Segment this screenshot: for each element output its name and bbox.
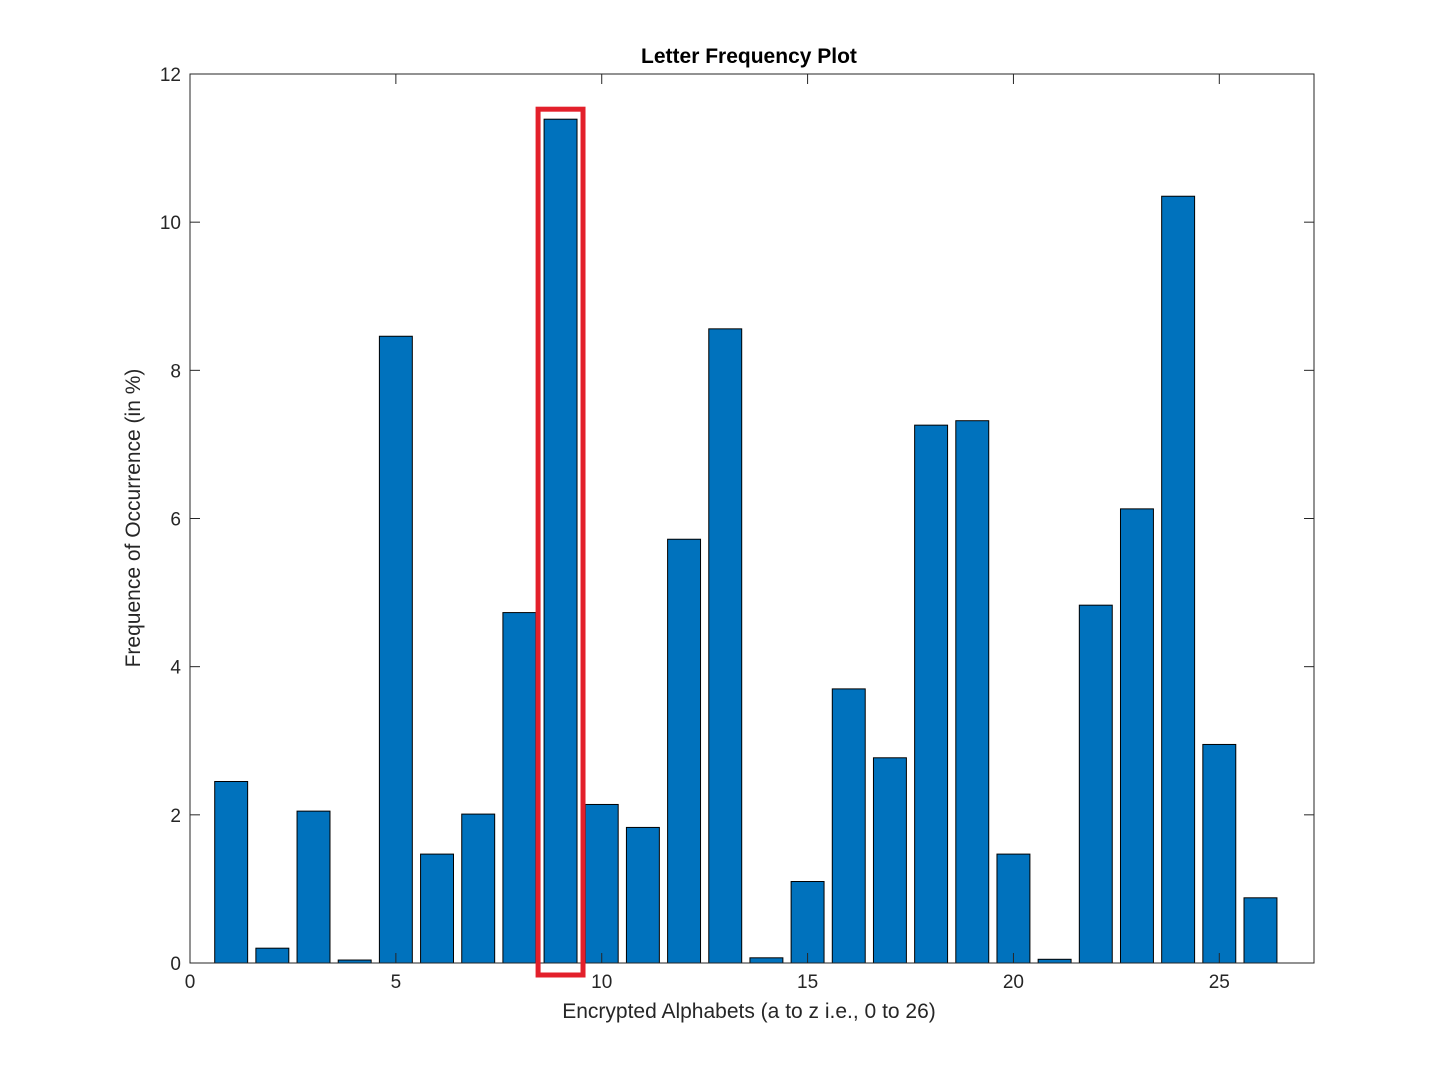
- bar-12: [667, 538, 702, 964]
- bar-22: [1078, 604, 1113, 964]
- x-tick-label-0: 0: [185, 972, 196, 993]
- y-tick-label-8: 8: [170, 361, 181, 382]
- bar-10: [584, 803, 619, 964]
- y-tick-label-4: 4: [170, 658, 181, 679]
- bar-24: [1161, 195, 1196, 964]
- bar-8: [502, 612, 537, 964]
- bar-1: [214, 780, 249, 964]
- y-tick-label-2: 2: [170, 806, 181, 827]
- bar-6: [420, 853, 455, 964]
- y-tick-label-0: 0: [170, 954, 181, 975]
- highlight-box: [535, 106, 586, 978]
- bar-25: [1202, 743, 1237, 964]
- bar-16: [831, 688, 866, 964]
- bar-23: [1119, 508, 1154, 964]
- bar-7: [461, 813, 496, 964]
- x-tick-label-20: 20: [1003, 972, 1024, 993]
- y-tick-label-6: 6: [170, 510, 181, 531]
- x-tick-label-25: 25: [1209, 972, 1230, 993]
- ticks-layer: 0 5 10 15 20 25 0 2 4 6 8 10 12: [160, 65, 1314, 993]
- bar-18: [914, 424, 949, 964]
- y-tick-label-10: 10: [160, 213, 181, 234]
- bar-15: [790, 881, 825, 964]
- x-axis-label: Encrypted Alphabets (a to z i.e., 0 to 2…: [562, 1000, 936, 1023]
- chart-title: Letter Frequency Plot: [641, 45, 857, 68]
- bars-layer: [214, 118, 1278, 964]
- highlight-layer: [535, 106, 586, 978]
- bar-2: [255, 947, 290, 964]
- bar-26: [1243, 897, 1278, 964]
- bar-3: [296, 810, 331, 964]
- bar-17: [872, 757, 907, 964]
- x-tick-label-10: 10: [591, 972, 612, 993]
- bar-13: [708, 328, 743, 964]
- bar-21: [1037, 958, 1072, 964]
- bar-14: [749, 957, 784, 964]
- y-axis-label: Frequence of Occurrence (in %): [122, 369, 145, 668]
- bar-9: [543, 118, 578, 964]
- y-tick-label-12: 12: [160, 65, 181, 86]
- x-tick-label-5: 5: [391, 972, 402, 993]
- bar-11: [625, 826, 660, 964]
- bar-5: [378, 335, 413, 964]
- bar-20: [996, 853, 1031, 964]
- bar-19: [955, 420, 990, 964]
- x-tick-label-15: 15: [797, 972, 818, 993]
